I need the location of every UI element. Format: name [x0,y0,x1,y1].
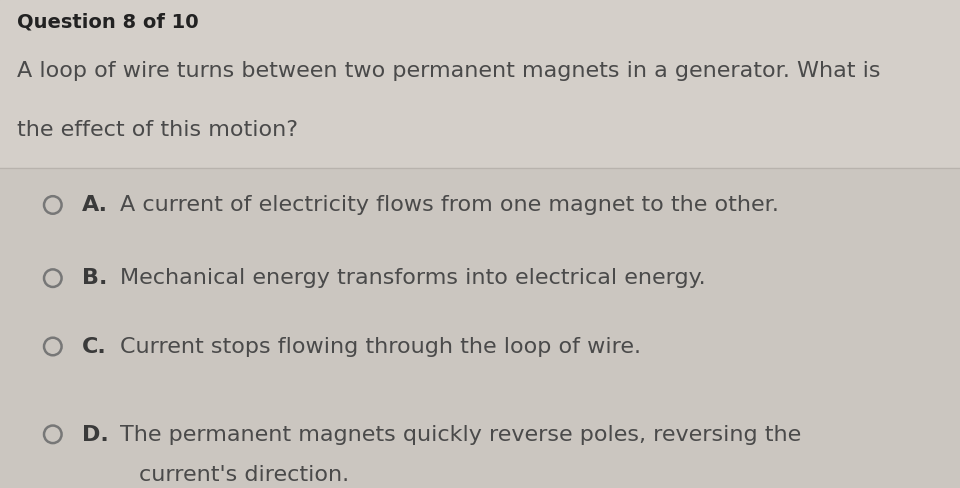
Bar [0,0,960,168]
Text: Question 8 of 10: Question 8 of 10 [17,12,199,31]
Text: A current of electricity flows from one magnet to the other.: A current of electricity flows from one … [120,195,779,215]
Text: B.: B. [82,268,107,288]
Text: A loop of wire turns between two permanent magnets in a generator. What is: A loop of wire turns between two permane… [17,61,880,81]
Text: The permanent magnets quickly reverse poles, reversing the: The permanent magnets quickly reverse po… [120,425,802,445]
Text: A.: A. [82,195,108,215]
Text: Mechanical energy transforms into electrical energy.: Mechanical energy transforms into electr… [120,268,706,288]
Text: current's direction.: current's direction. [139,465,349,485]
Text: the effect of this motion?: the effect of this motion? [17,120,299,140]
Text: C.: C. [82,337,107,357]
Text: Current stops flowing through the loop of wire.: Current stops flowing through the loop o… [120,337,641,357]
Text: D.: D. [82,425,108,445]
